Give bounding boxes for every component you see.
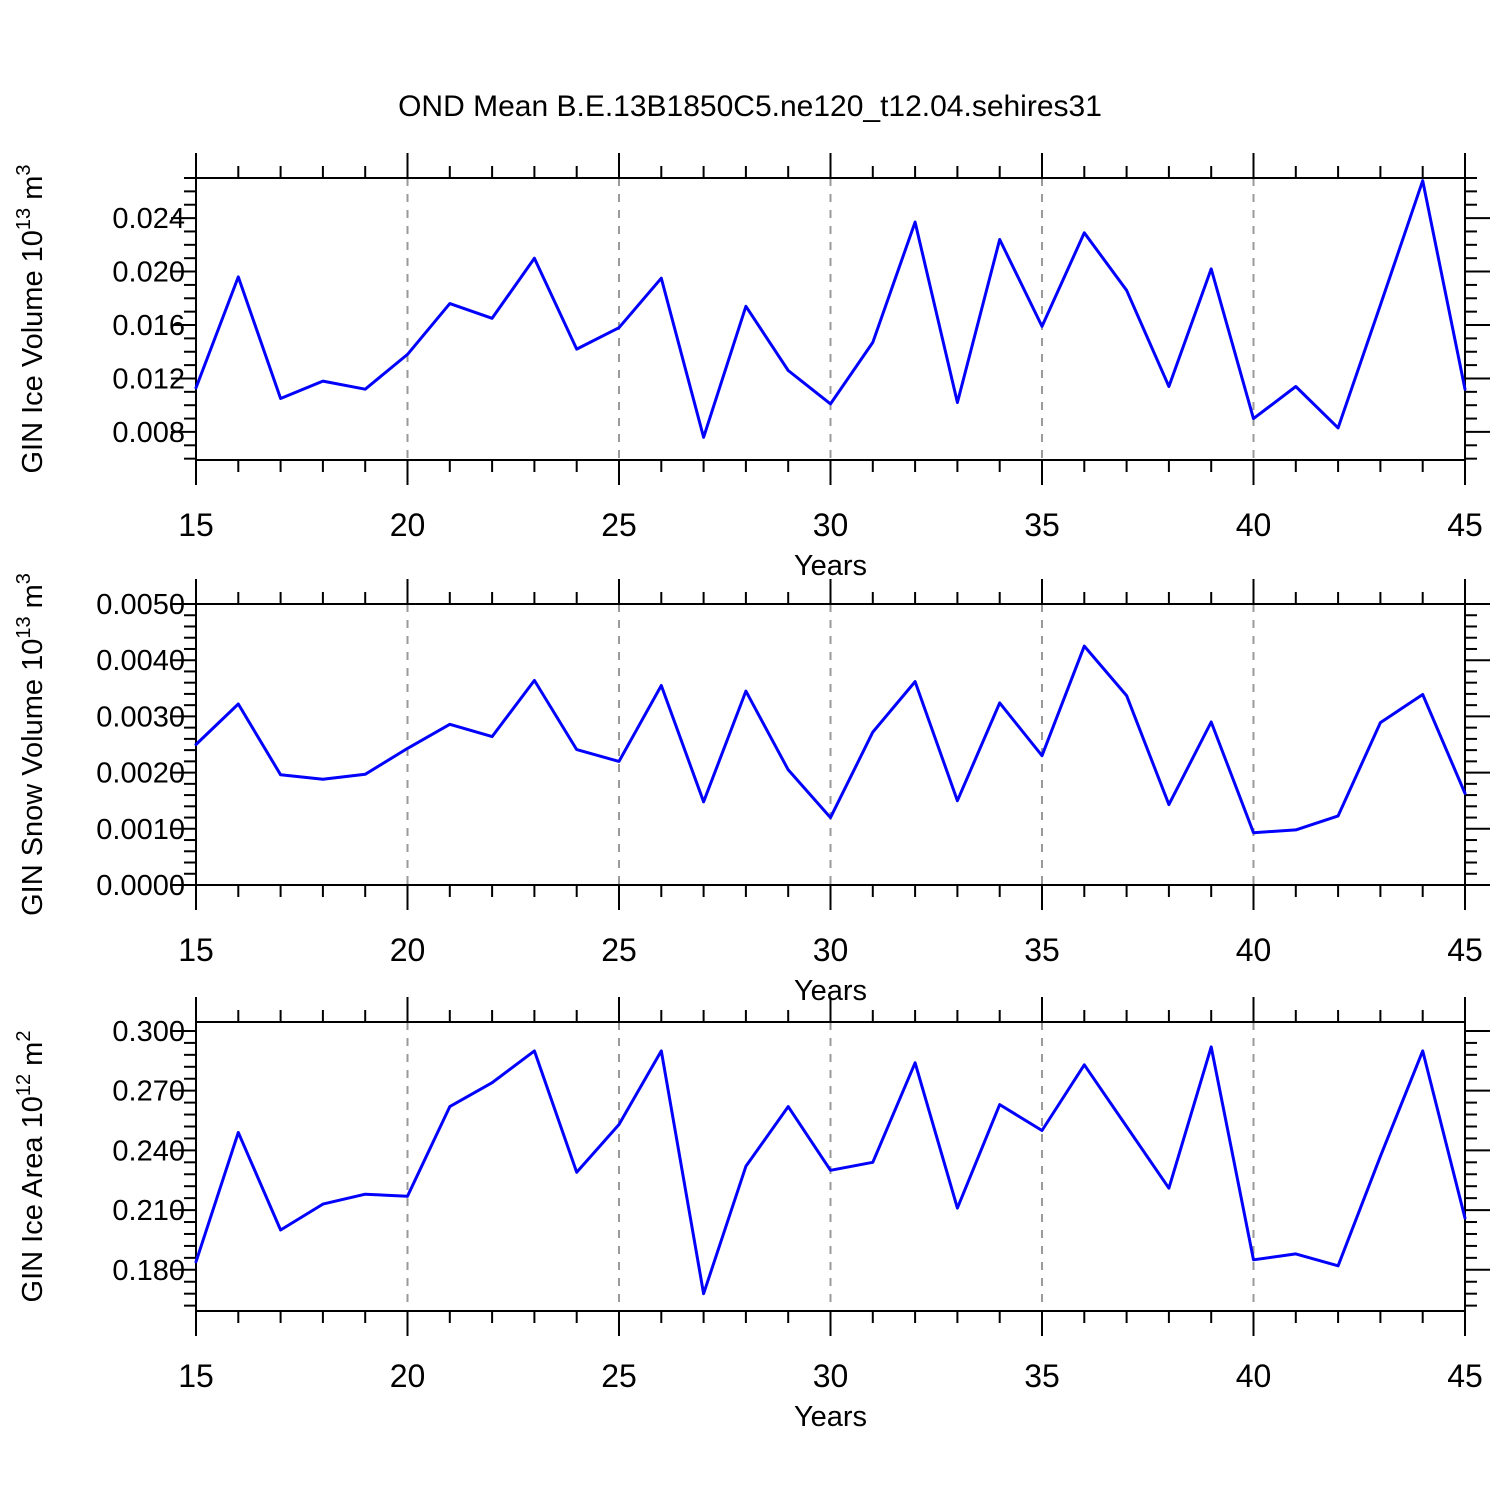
x-tick-label: 35 [1024, 1358, 1060, 1394]
x-tick-label: 25 [601, 1358, 637, 1394]
x-tick-label: 40 [1236, 507, 1272, 543]
y-axis-title: GIN Ice Volume 1013 m3 [13, 165, 49, 474]
series-line-gin-ice-area [194, 1045, 1467, 1296]
chart-gin-ice-area: 0.180 0.210 0.240 0.270 0.300 15 20 25 30 35 40 45 Y… [13, 997, 1490, 1433]
y-tick-label: 0.0050 [96, 589, 185, 621]
y-tick-label: 0.012 [112, 363, 185, 395]
y-axis-title: GIN Snow Volume 1013 m3 [13, 573, 49, 916]
x-tick-label: 45 [1447, 1358, 1483, 1394]
x-tick-label: 35 [1024, 507, 1060, 543]
x-tick-label: 45 [1447, 507, 1483, 543]
y-tick-label: 0.180 [112, 1255, 185, 1287]
y-axis-title: GIN Ice Area 1012 m2 [13, 1031, 49, 1303]
x-tick-label: 25 [601, 507, 637, 543]
x-tick-label: 40 [1236, 932, 1272, 968]
x-tick-label: 35 [1024, 932, 1060, 968]
y-tick-label: 0.240 [112, 1135, 185, 1167]
x-tick-label: 40 [1236, 1358, 1272, 1394]
y-tick-label: 0.008 [112, 417, 185, 449]
x-tick-label: 20 [390, 1358, 426, 1394]
x-tick-label: 30 [813, 507, 849, 543]
x-tick-label: 45 [1447, 932, 1483, 968]
x-tick-label: 30 [813, 1358, 849, 1394]
x-axis-title: Years [794, 550, 867, 582]
plot-frame [195, 177, 1466, 461]
y-tick-label: 0.020 [112, 257, 185, 289]
plot-frame [195, 603, 1466, 886]
y-tick-label: 0.024 [112, 203, 185, 235]
y-tick-label: 0.0040 [96, 645, 185, 677]
x-tick-label: 25 [601, 932, 637, 968]
y-tick-label: 0.016 [112, 310, 185, 342]
chart-gin-ice-volume: 0.008 0.012 0.016 0.020 0.024 15 20 25 30 35 40 45 Y… [13, 153, 1490, 582]
x-tick-label: 15 [178, 507, 214, 543]
series-line-gin-snow-volume [194, 644, 1467, 835]
figure-title: OND Mean B.E.13B1850C5.ne120_t12.04.sehi… [398, 90, 1102, 123]
y-tick-label: 0.0010 [96, 814, 185, 846]
chart-gin-snow-volume: 0.0000 0.0010 0.0020 0.0030 0.0040 0.0050 15 20… [13, 573, 1490, 1007]
x-tick-label: 20 [390, 932, 426, 968]
x-tick-label: 20 [390, 507, 426, 543]
y-tick-label: 0.0020 [96, 758, 185, 790]
y-tick-label: 0.0030 [96, 701, 185, 733]
y-tick-label: 0.0000 [96, 870, 185, 902]
x-tick-label: 15 [178, 1358, 214, 1394]
series-line-gin-ice-volume [194, 179, 1467, 439]
x-tick-label: 30 [813, 932, 849, 968]
y-tick-label: 0.210 [112, 1195, 185, 1227]
y-tick-label: 0.270 [112, 1076, 185, 1108]
x-tick-label: 15 [178, 932, 214, 968]
y-tick-label: 0.300 [112, 1016, 185, 1048]
x-axis-title: Years [794, 1401, 867, 1433]
